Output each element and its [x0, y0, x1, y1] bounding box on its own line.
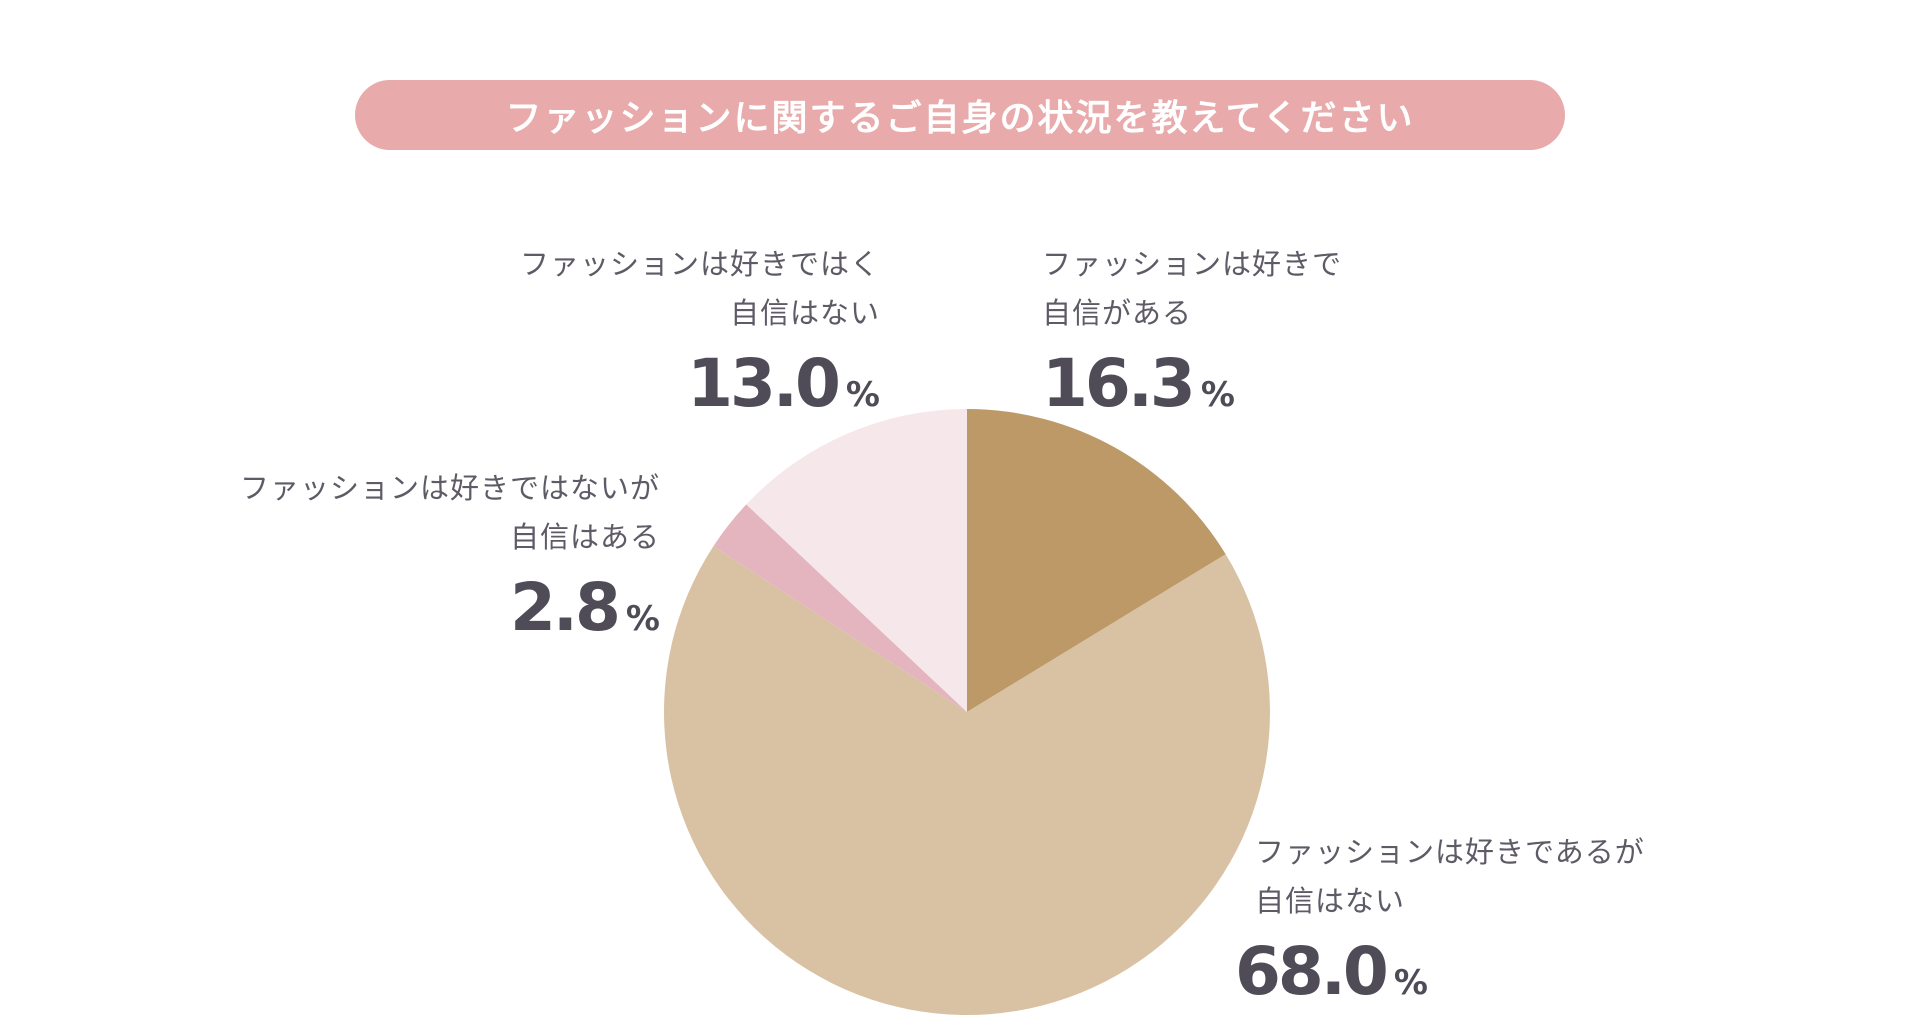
- pie-slice-1: [663, 546, 1270, 1016]
- slice-label-3: ファッションは好きではく 自信はない 13.0%: [360, 240, 880, 441]
- slice-label-line: ファッションは好きであるが: [1255, 835, 1645, 869]
- slice-label-line: ファッションは好きではく: [519, 247, 880, 281]
- slice-label-line: 自信はない: [729, 296, 880, 330]
- title-banner: ファッションに関するご自身の状況を教えてください: [355, 80, 1565, 150]
- pie-slice-0: [967, 409, 1226, 712]
- slice-value: 2.8%: [140, 568, 660, 665]
- slice-value-unit: %: [1393, 963, 1428, 1003]
- chart-title: ファッションに関するご自身の状況を教えてください: [505, 98, 1415, 139]
- slice-value-unit: %: [1200, 375, 1235, 415]
- slice-value-unit: %: [625, 599, 660, 639]
- slice-label-0: ファッションは好きで 自信がある 16.3%: [1042, 240, 1342, 441]
- slice-value-unit: %: [845, 375, 880, 415]
- slice-label-1: ファッションは好きであるが 自信はない 68.0%: [1235, 828, 1645, 1029]
- slice-value: 13.0%: [360, 344, 880, 441]
- slice-label-2: ファッションは好きではないが 自信はある 2.8%: [140, 464, 660, 665]
- slice-value: 16.3%: [1042, 344, 1342, 441]
- slice-label-line: ファッションは好きで: [1042, 247, 1343, 281]
- slice-label-line: ファッションは好きではないが: [239, 471, 660, 505]
- slice-value: 68.0%: [1235, 932, 1645, 1029]
- slice-value-number: 2.8: [510, 569, 621, 646]
- pie-slice-3: [746, 409, 967, 712]
- slice-value-number: 16.3: [1042, 345, 1196, 422]
- slice-label-line: 自信はある: [509, 520, 660, 554]
- slice-label-line: 自信はない: [1255, 884, 1406, 918]
- pie-slice-2: [713, 504, 967, 712]
- slice-label-line: 自信がある: [1042, 296, 1193, 330]
- slice-value-number: 68.0: [1235, 933, 1389, 1010]
- slice-value-number: 13.0: [687, 345, 841, 422]
